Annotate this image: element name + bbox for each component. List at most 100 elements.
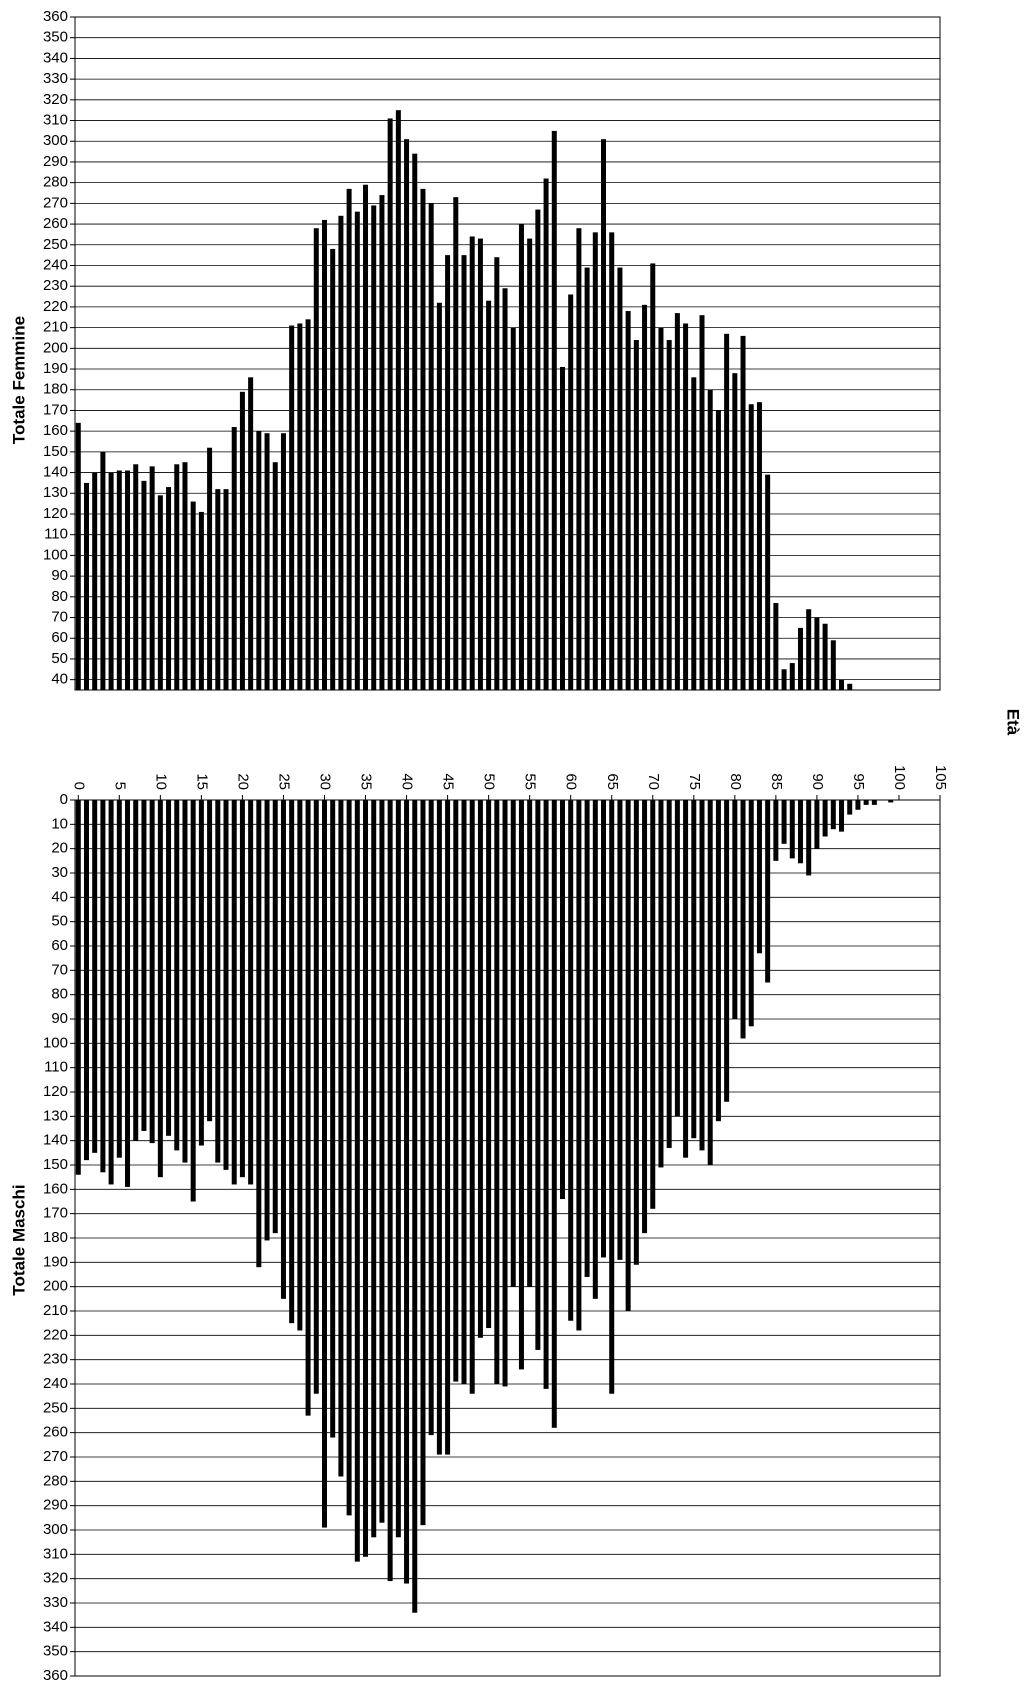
y-tick-label: 180 xyxy=(43,381,68,398)
bar xyxy=(420,188,426,690)
bar xyxy=(420,800,426,1526)
bar xyxy=(871,800,877,805)
bar xyxy=(527,800,533,1287)
y-tick-label: 80 xyxy=(51,986,68,1003)
y-tick-label: 200 xyxy=(43,339,68,356)
bar xyxy=(363,800,369,1557)
y-tick-label: 190 xyxy=(43,360,68,377)
bar xyxy=(707,389,713,690)
y-axis-label: Totale Maschi xyxy=(9,1184,28,1295)
bar xyxy=(354,211,360,690)
y-tick-label: 220 xyxy=(43,298,68,315)
x-tick-label: 20 xyxy=(234,773,251,790)
bar xyxy=(642,800,648,1234)
bar xyxy=(371,205,377,690)
bar xyxy=(321,800,327,1528)
bar xyxy=(781,669,787,690)
bar xyxy=(814,800,820,849)
bar xyxy=(92,472,98,690)
y-tick-label: 170 xyxy=(43,1205,68,1222)
bar xyxy=(510,800,516,1287)
bar xyxy=(116,800,122,1158)
bar xyxy=(592,800,598,1299)
bar xyxy=(559,366,565,690)
bar xyxy=(412,153,418,690)
y-tick-label: 360 xyxy=(43,8,68,25)
bar xyxy=(231,427,237,690)
y-tick-label: 290 xyxy=(43,1497,68,1514)
y-tick-label: 260 xyxy=(43,215,68,232)
bar xyxy=(756,800,762,954)
bar xyxy=(330,248,336,690)
y-tick-label: 230 xyxy=(43,277,68,294)
y-tick-label: 40 xyxy=(51,888,68,905)
x-axis-label: Età xyxy=(1004,709,1023,736)
y-tick-label: 240 xyxy=(43,256,68,273)
bar xyxy=(789,663,795,690)
bar xyxy=(461,800,467,1384)
bar xyxy=(141,800,147,1131)
bar xyxy=(190,501,196,690)
y-tick-label: 350 xyxy=(43,1643,68,1660)
bar xyxy=(166,487,172,690)
bar xyxy=(535,800,541,1350)
bar xyxy=(855,800,861,810)
y-tick-label: 250 xyxy=(43,1399,68,1416)
bar xyxy=(157,800,163,1178)
y-tick-label: 340 xyxy=(43,1618,68,1635)
bar xyxy=(584,800,590,1277)
bar xyxy=(330,800,336,1438)
bar xyxy=(650,800,656,1209)
y-tick-label: 140 xyxy=(43,464,68,481)
x-tick-label: 95 xyxy=(850,773,867,790)
y-tick-label: 350 xyxy=(43,29,68,46)
bar xyxy=(404,139,410,690)
bar xyxy=(502,288,508,690)
bar xyxy=(280,800,286,1299)
bar xyxy=(551,800,557,1428)
bar xyxy=(108,472,114,690)
y-tick-label: 360 xyxy=(43,1667,68,1684)
y-tick-label: 100 xyxy=(43,546,68,563)
y-tick-label: 110 xyxy=(44,1059,68,1076)
y-tick-label: 80 xyxy=(51,588,68,605)
y-tick-label: 260 xyxy=(43,1424,68,1441)
bar xyxy=(609,232,615,691)
bar xyxy=(223,489,229,690)
bar xyxy=(633,340,639,690)
bar xyxy=(518,224,524,691)
bar xyxy=(256,800,262,1268)
bar xyxy=(453,197,459,690)
bar xyxy=(395,110,401,690)
x-tick-label: 5 xyxy=(111,782,128,790)
bar xyxy=(157,495,163,690)
bar xyxy=(404,800,410,1584)
bar xyxy=(486,300,492,690)
bar xyxy=(174,800,180,1151)
bar xyxy=(486,800,492,1329)
bar xyxy=(239,800,245,1178)
bar xyxy=(740,800,746,1039)
bar xyxy=(395,800,401,1538)
bar xyxy=(453,800,459,1382)
y-tick-label: 210 xyxy=(43,1302,68,1319)
bar xyxy=(502,800,508,1387)
bar xyxy=(428,203,434,690)
bar xyxy=(494,800,500,1384)
bar xyxy=(108,800,114,1185)
bar xyxy=(272,462,278,690)
x-tick-label: 65 xyxy=(604,773,621,790)
bar xyxy=(387,800,393,1582)
y-tick-label: 30 xyxy=(51,864,68,881)
x-tick-label: 15 xyxy=(193,773,210,790)
bar xyxy=(724,333,730,690)
bar xyxy=(477,800,483,1338)
bar xyxy=(740,335,746,690)
bar xyxy=(239,391,245,690)
bar xyxy=(535,209,541,690)
y-tick-label: 250 xyxy=(43,236,68,253)
bar xyxy=(568,800,574,1321)
x-tick-label: 10 xyxy=(152,773,169,790)
y-tick-label: 110 xyxy=(44,526,68,543)
